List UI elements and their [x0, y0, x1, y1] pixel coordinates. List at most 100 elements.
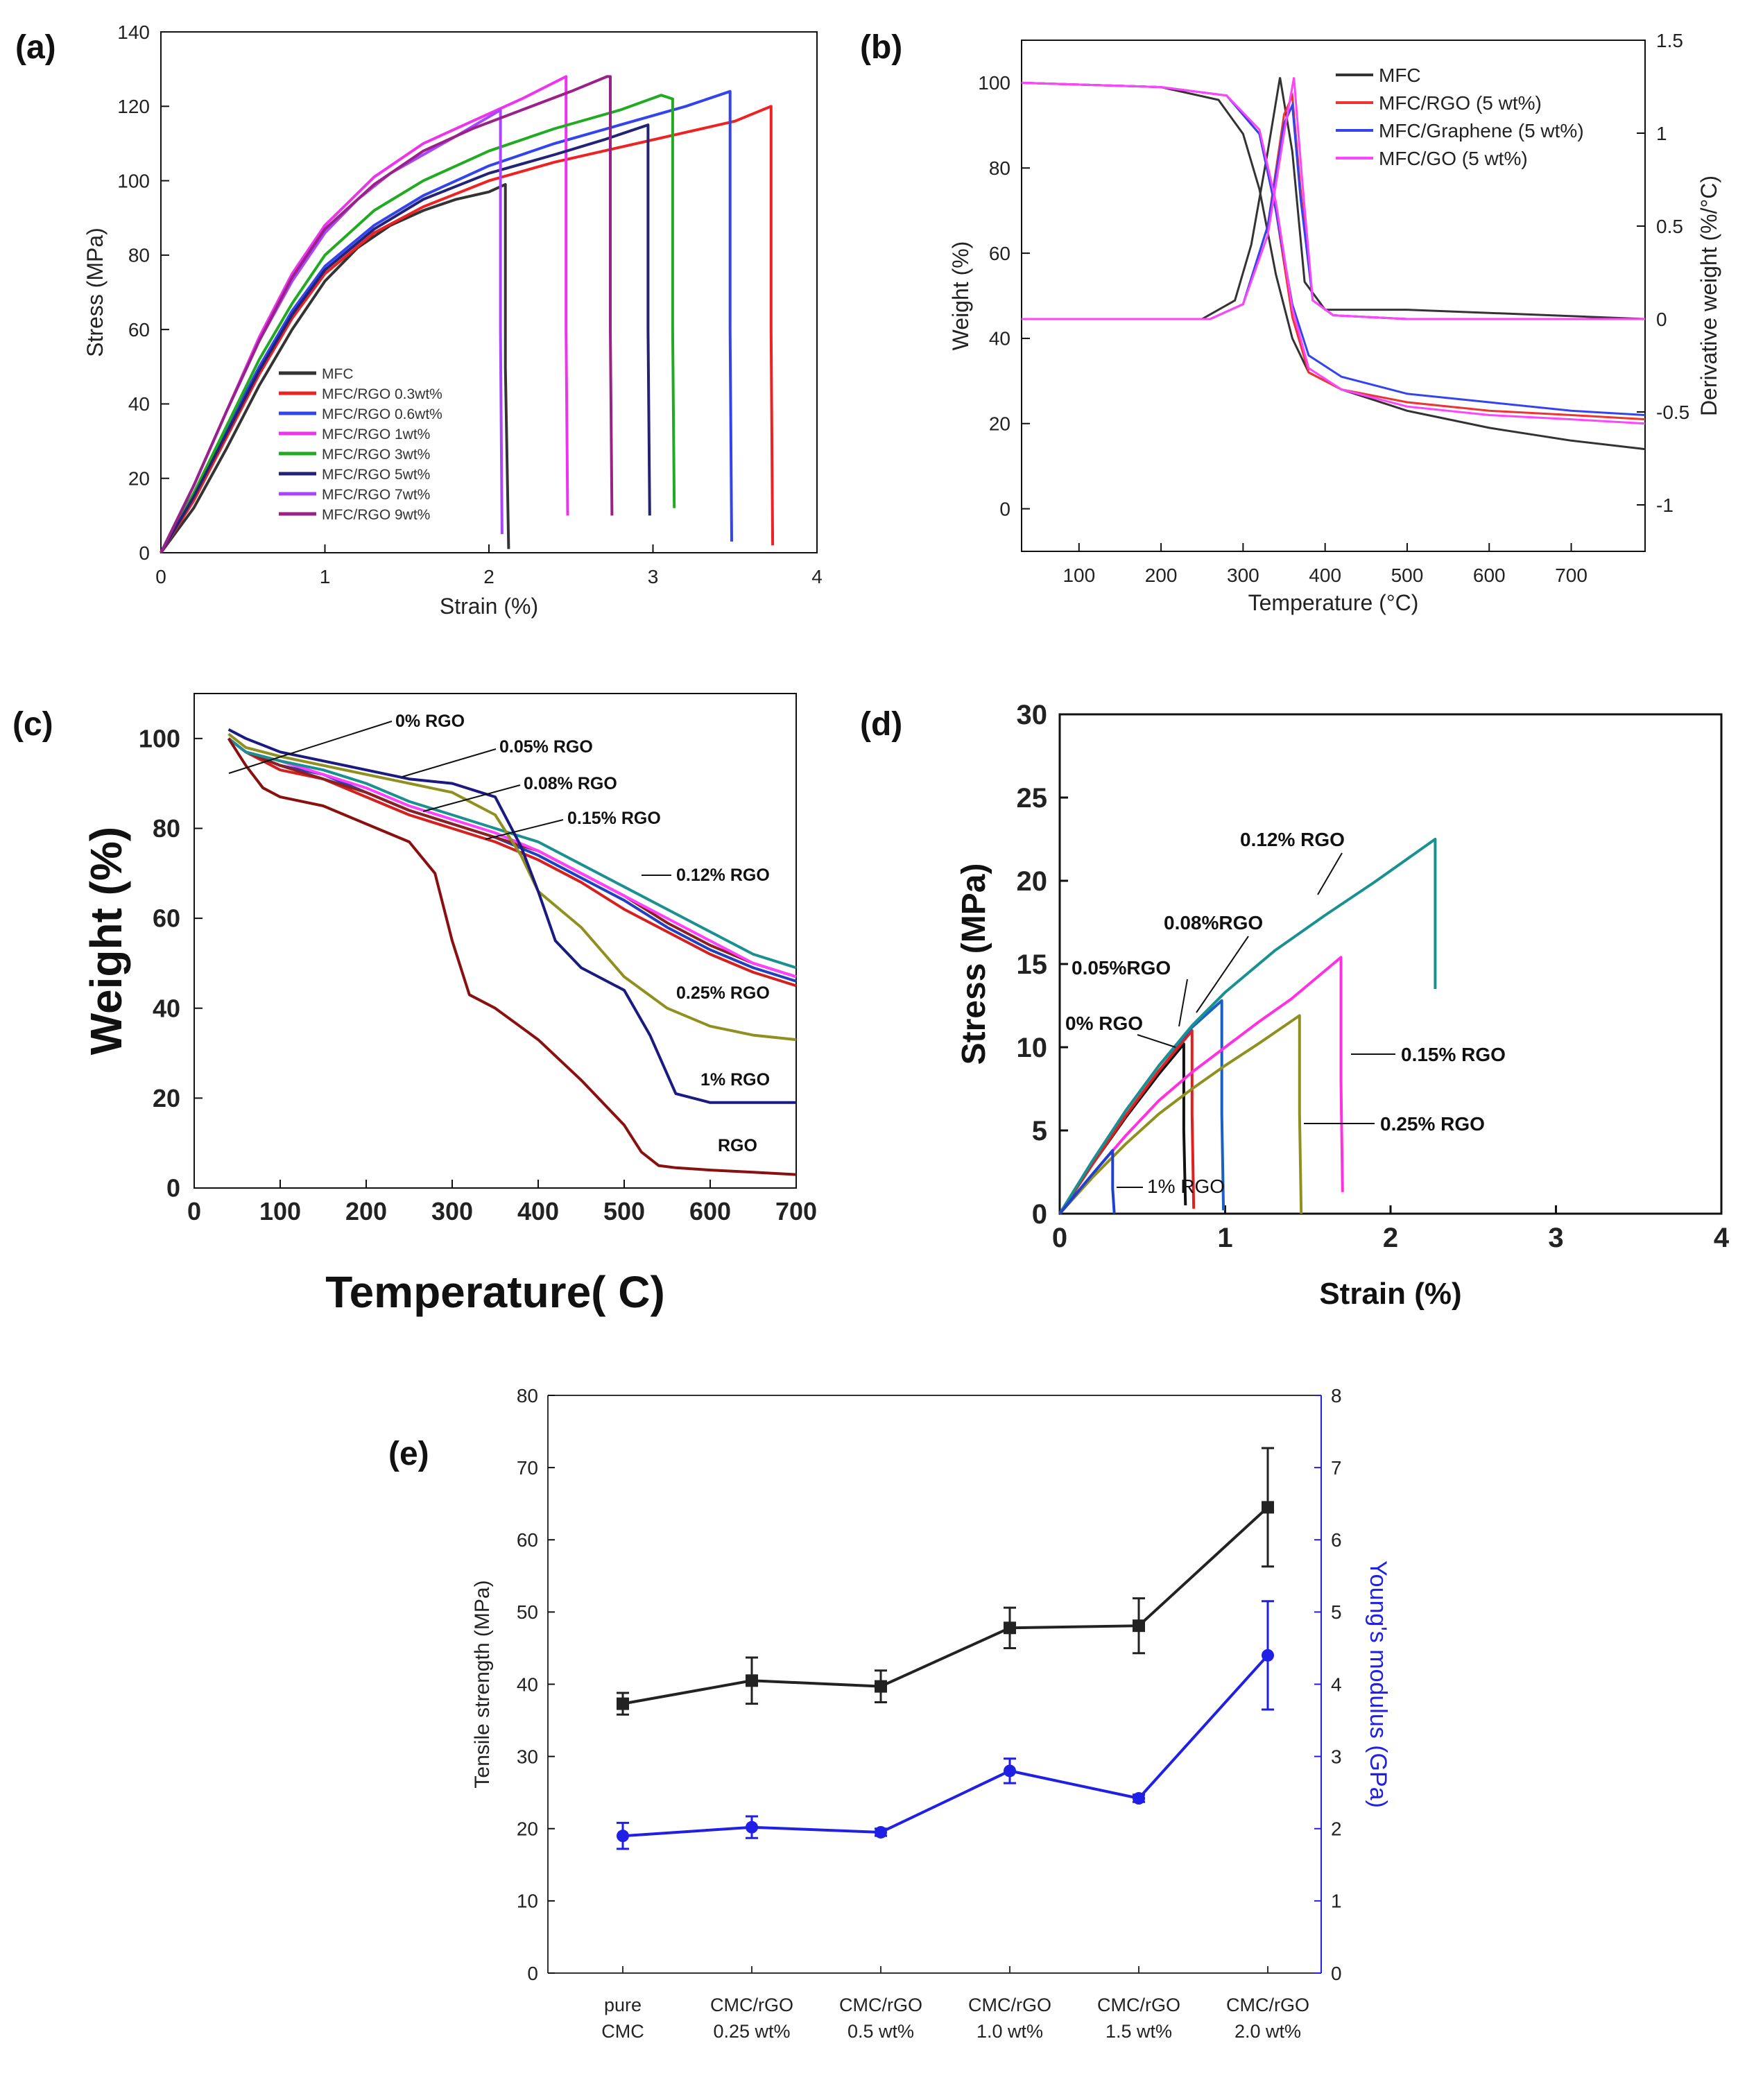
weight-line: [1021, 81, 1646, 451]
annotation-label: 0.05%RGO: [1072, 957, 1171, 979]
y-tick-label: 40: [517, 1673, 538, 1695]
series-line: [1058, 956, 1344, 1215]
x-tick-label: 1: [1217, 1223, 1232, 1253]
y-tick-label: 0: [1032, 1199, 1047, 1230]
y-tick-label: 25: [1017, 783, 1048, 814]
annotation-label: 0.25% RGO: [676, 983, 770, 1003]
legend-label: MFC: [322, 366, 354, 382]
y-tick-label: 80: [989, 157, 1010, 179]
legend-label: MFC/RGO 0.3wt%: [322, 386, 442, 402]
y-axis-label: Stress (MPa): [83, 227, 107, 357]
x-tick-label: pure: [604, 1995, 642, 2015]
y2-tick-label: 2: [1331, 1818, 1342, 1840]
y-tick-label: 80: [153, 814, 180, 843]
y-axis-label: Weight (%): [948, 241, 973, 351]
y-tick-label: 20: [1017, 866, 1048, 897]
panel-d: (d) 0 1 2 3 4 0 5 10 15 20 25 30 Strain (%) Stress (MP…: [860, 700, 1730, 1311]
data-point: [1262, 1501, 1274, 1514]
weight-line: [1021, 81, 1646, 425]
y-tick-label: 40: [128, 393, 150, 415]
y-axis-label: Stress (MPa): [956, 863, 992, 1065]
series-line: [160, 182, 510, 554]
x-tick-label: 400: [1309, 565, 1341, 586]
x-tick-label: 200: [345, 1197, 387, 1225]
y-tick-label: 0: [166, 1174, 180, 1203]
x-tick-label: 4: [811, 566, 823, 587]
legend-label: MFC/RGO 5wt%: [322, 467, 430, 483]
y-tick-label: 10: [1017, 1033, 1048, 1063]
panel-label: (c): [12, 706, 53, 743]
y-tick-label: 100: [139, 724, 180, 752]
x-tick-label: 100: [1062, 565, 1095, 586]
y-tick-label: 20: [517, 1818, 538, 1840]
annotation-arrow: [1178, 979, 1188, 1027]
series-line: [227, 737, 797, 979]
x-axis-label: Strain (%): [440, 594, 538, 619]
series-line: [227, 737, 797, 970]
series-line: [160, 89, 733, 554]
y-tick-label: 60: [517, 1529, 538, 1551]
y-tick-label: 10: [517, 1891, 538, 1912]
y-tick-label: 20: [128, 468, 150, 490]
y-tick-label: 60: [128, 319, 150, 341]
legend-label: MFC/RGO 9wt%: [322, 507, 430, 523]
x-tick-label: 500: [603, 1197, 645, 1225]
y-tick-label: 140: [117, 21, 150, 43]
legend-label: MFC/GO (5 wt%): [1379, 148, 1528, 169]
data-point: [1004, 1764, 1016, 1778]
x-tick-label: 500: [1391, 565, 1424, 586]
series-line: [160, 105, 775, 554]
y2-tick-label: 3: [1331, 1746, 1342, 1767]
y-tick-label: 5: [1032, 1116, 1047, 1146]
annotation-label: 0.25% RGO: [1380, 1113, 1485, 1135]
annotation-label: 0.15% RGO: [1401, 1044, 1506, 1065]
panel-label: (a): [15, 29, 56, 66]
legend-label: MFC/RGO 1wt%: [322, 427, 430, 442]
panel-c-frame: [193, 693, 797, 1189]
annotation-arrow: [1196, 936, 1249, 1013]
y-tick-label: 0: [999, 498, 1010, 519]
x-tick-label: 0.5 wt%: [848, 2021, 914, 2042]
y2-axis-label: Young's modulus (GPa): [1365, 1560, 1391, 1808]
x-tick-label: 2.0 wt%: [1234, 2021, 1301, 2042]
annotation-arrow: [422, 784, 521, 812]
annotation-label: 0.05% RGO: [499, 737, 593, 757]
derivative-line: [1022, 77, 1645, 320]
x-tick-label: 700: [1555, 565, 1588, 586]
panel-label: (d): [860, 706, 902, 743]
data-point: [617, 1830, 629, 1843]
annotation-arrow: [228, 721, 393, 774]
data-point: [617, 1697, 629, 1710]
series-line: [1058, 1014, 1303, 1215]
series-line: [160, 75, 614, 553]
x-axis-label: Strain (%): [1319, 1277, 1461, 1311]
x-tick-label: 4: [1714, 1223, 1730, 1253]
y2-tick-label: 7: [1331, 1457, 1342, 1479]
y-tick-label: 40: [153, 994, 180, 1022]
x-tick-label: 600: [689, 1197, 731, 1225]
legend-label: MFC/RGO (5 wt%): [1379, 92, 1542, 114]
y2-tick-label: -1: [1656, 494, 1674, 516]
panel-b-frame: [1021, 40, 1646, 552]
y-tick-label: 40: [989, 328, 1010, 350]
y-tick-label: 30: [517, 1746, 538, 1767]
annotation-label: 0.12% RGO: [1240, 829, 1345, 850]
x-tick-label: CMC/rGO: [1226, 1995, 1309, 2015]
y-tick-label: 0: [139, 542, 150, 564]
annotation-label: 0.08%RGO: [1164, 912, 1263, 933]
y-tick-label: 50: [517, 1601, 538, 1623]
y2-tick-label: 5: [1331, 1601, 1342, 1623]
series-line: [1058, 838, 1437, 1215]
x-tick-label: 0.25 wt%: [713, 2021, 790, 2042]
y-tick-label: 60: [989, 243, 1010, 264]
series-line: [622, 1654, 1269, 1838]
legend-label: MFC/RGO 3wt%: [322, 447, 430, 463]
y-tick-label: 100: [117, 170, 150, 191]
legend-label: MFC: [1379, 64, 1421, 86]
data-point: [1004, 1621, 1016, 1635]
legend-label: MFC/RGO 7wt%: [322, 487, 430, 503]
series-line: [227, 732, 797, 1042]
y-tick-label: 30: [1017, 700, 1048, 730]
panel-e: (e) 0 10 20 30 40 50 60 70 80 0 1 2 3 4 5 6 7 8 Tensile str…: [388, 1385, 1391, 2042]
